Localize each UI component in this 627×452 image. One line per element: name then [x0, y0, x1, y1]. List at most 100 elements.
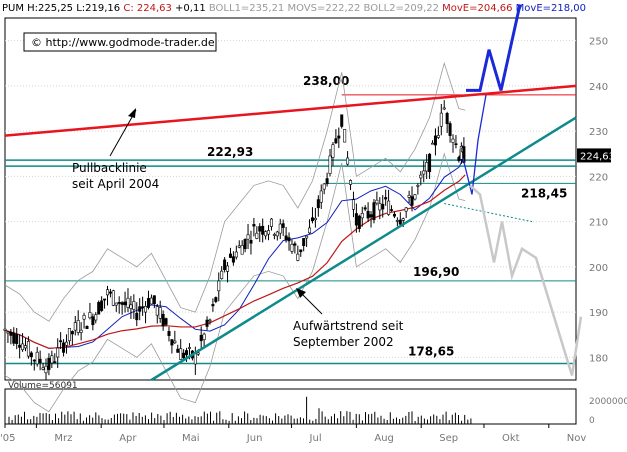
candle-body [47, 357, 51, 370]
candle-body [334, 138, 338, 144]
x-tick-label: Mrz [54, 433, 72, 444]
candle-body [313, 217, 317, 221]
candle-body [413, 194, 417, 200]
candle-body [41, 367, 45, 370]
x-tick-label: Jul [309, 433, 322, 444]
annotation-pullback-arrow [109, 109, 137, 157]
candle-body [141, 306, 145, 309]
y-tick-label: 190 [589, 308, 608, 319]
candle-body [149, 297, 153, 305]
candle-body [375, 199, 379, 204]
candle-body [208, 319, 212, 322]
candle-body [422, 170, 426, 175]
x-tick-label: Okt [502, 433, 520, 444]
moving-average-red [4, 174, 466, 349]
candle-body [272, 234, 276, 236]
x-tick-label: Jun [246, 433, 263, 444]
header-field: L:219,16 [73, 3, 120, 14]
candle-body [281, 223, 285, 228]
candle-body [416, 185, 420, 187]
x-tick-label: Aug [374, 433, 394, 444]
candle-body [202, 333, 206, 341]
candle-body [246, 234, 250, 240]
candle-body [325, 178, 329, 185]
ma-extension-dotted [444, 203, 533, 223]
volume-tick-label: 2000000 [589, 397, 627, 407]
annotation-pullback-line2: seit April 2004 [72, 177, 159, 191]
candle-body [252, 224, 256, 227]
last-price-box [577, 148, 611, 163]
candle-body [231, 256, 235, 263]
candle-body [21, 343, 25, 351]
candle-body [410, 196, 414, 206]
candle-body [442, 107, 446, 110]
candle-body [100, 300, 104, 311]
candle-body [146, 298, 150, 308]
candle-body [448, 123, 452, 136]
pullback-line [4, 84, 577, 137]
uptrend-line [150, 116, 577, 382]
candle-body [384, 197, 388, 200]
candle-body [284, 235, 288, 241]
projection-gray [469, 184, 583, 376]
candle-body [135, 312, 139, 321]
candle-body [428, 153, 432, 173]
candle-body [349, 180, 353, 185]
candle-body [296, 253, 300, 261]
candle-body [85, 325, 89, 329]
y-tick-label: 220 [589, 172, 608, 183]
candle-body [91, 316, 95, 326]
candle-body [29, 352, 33, 358]
candle-body [196, 352, 200, 355]
candle-body [407, 195, 411, 198]
annotation-pullback-arrowhead [128, 108, 136, 118]
candle-body [179, 348, 183, 360]
candle-body [322, 183, 326, 190]
candle-body [381, 203, 385, 210]
candle-body [26, 341, 30, 357]
volume-label: Volume=56091 [8, 381, 78, 391]
header-field: MOVS=222,22 [284, 3, 360, 14]
candle-body [167, 331, 171, 336]
level-label-222: 222,93 [207, 145, 253, 159]
annotation-uptrend-arrowhead [296, 288, 306, 298]
candle-body [293, 243, 297, 246]
candle-body [38, 358, 42, 364]
candle-body [94, 314, 98, 321]
candle-body [433, 135, 437, 146]
candle-body [275, 231, 279, 237]
candle-body [278, 223, 282, 234]
x-tick-label: Sep [439, 433, 458, 444]
candle-body [445, 113, 449, 125]
price-panel [4, 17, 577, 381]
candle-body [363, 207, 367, 210]
candle-body [82, 315, 86, 320]
candle-body [182, 352, 186, 359]
candle-body [387, 200, 391, 215]
candle-body [9, 331, 13, 336]
candle-body [158, 307, 162, 319]
candle-body [97, 302, 101, 315]
candle-body [316, 199, 320, 209]
header-field: C: 224,63 [120, 3, 172, 14]
candle-body [234, 251, 238, 258]
candle-body [302, 238, 306, 246]
candle-body [185, 350, 189, 356]
candle-body [290, 244, 294, 252]
candle-body [161, 313, 165, 327]
chart-header: PUM H:225,25 L:219,16 C: 224,63 +0,11 BO… [2, 3, 586, 14]
candle-body [64, 341, 68, 346]
candle-body [120, 302, 124, 305]
candle-body [226, 265, 230, 272]
annotation-pullback-line1: Pullbacklinie [72, 161, 147, 175]
candle-body [67, 327, 71, 342]
candle-body [249, 240, 253, 244]
candle-body [176, 348, 180, 353]
candle-body [401, 218, 405, 221]
candle-body [366, 210, 370, 219]
candle-body [267, 230, 271, 235]
candle-body [152, 295, 156, 305]
candle-body [70, 331, 74, 335]
candle-body [308, 227, 312, 234]
